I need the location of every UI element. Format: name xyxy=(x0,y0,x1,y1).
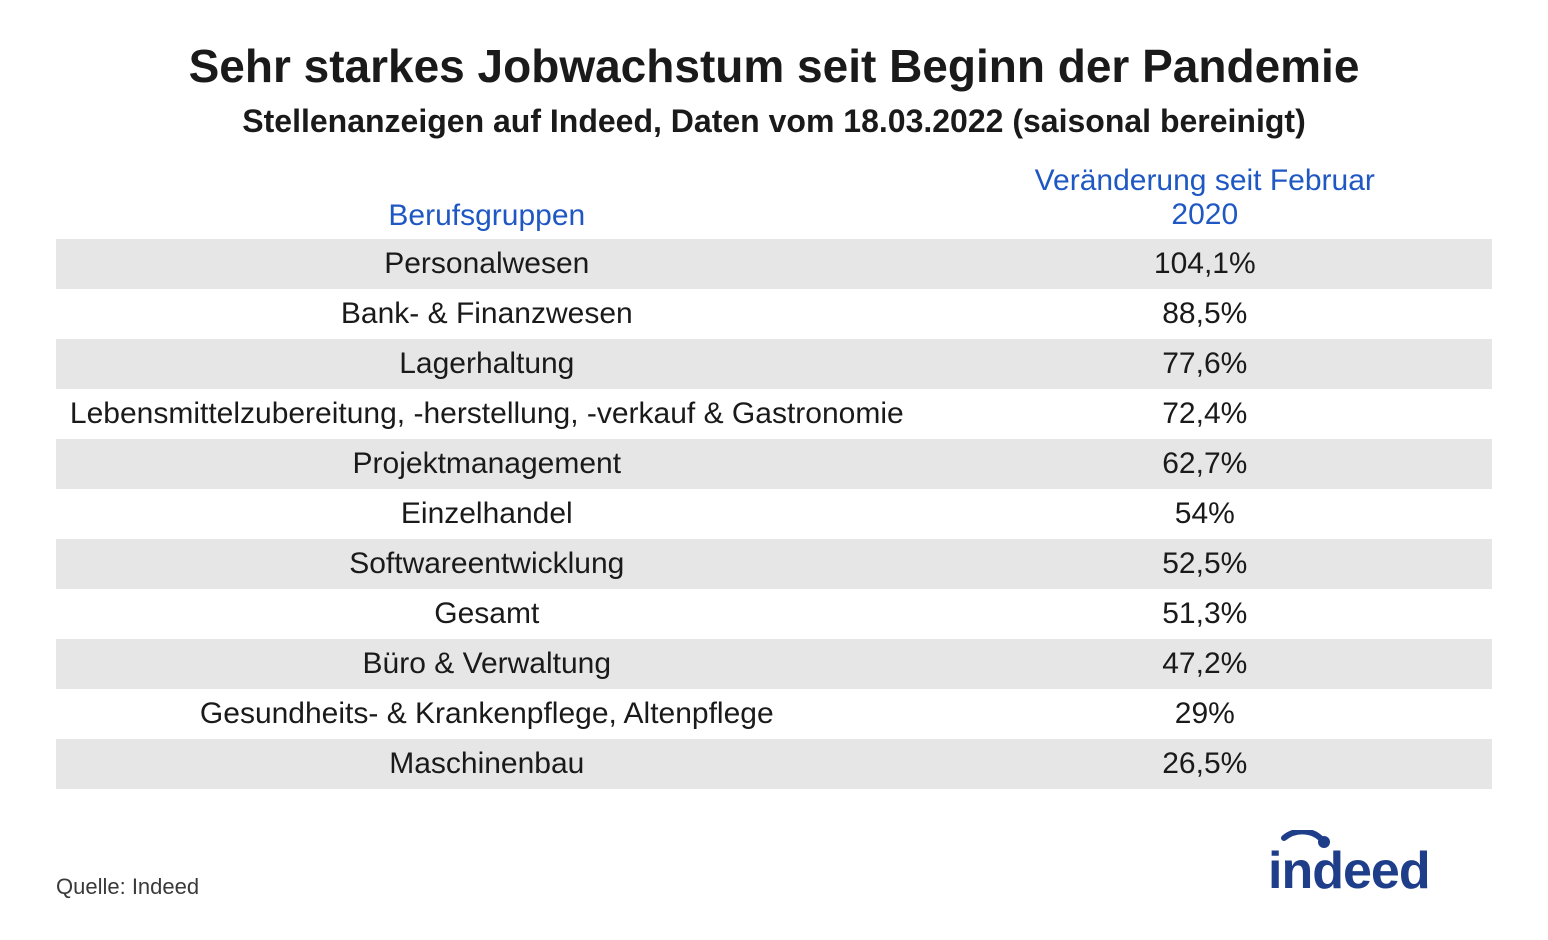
table-cell-category: Projektmanagement xyxy=(56,447,918,481)
table-row: Einzelhandel54% xyxy=(56,489,1492,539)
table-cell-value: 72,4% xyxy=(918,397,1492,431)
svg-text:indeed: indeed xyxy=(1268,842,1430,900)
table-row: Lebensmittelzubereitung, -herstellung, -… xyxy=(56,389,1492,439)
footer: Quelle: Indeed indeed xyxy=(56,794,1492,908)
table-cell-category: Lebensmittelzubereitung, -herstellung, -… xyxy=(56,397,918,431)
table-row: Softwareentwicklung52,5% xyxy=(56,539,1492,589)
table-row: Lagerhaltung77,6% xyxy=(56,339,1492,389)
page-title: Sehr starkes Jobwachstum seit Beginn der… xyxy=(56,40,1492,93)
table-row: Bank- & Finanzwesen88,5% xyxy=(56,289,1492,339)
table-cell-category: Gesundheits- & Krankenpflege, Altenpfleg… xyxy=(56,697,918,731)
table-row: Büro & Verwaltung47,2% xyxy=(56,639,1492,689)
table-cell-value: 47,2% xyxy=(918,647,1492,681)
table-header-category: Berufsgruppen xyxy=(56,199,918,233)
table-cell-category: Softwareentwicklung xyxy=(56,547,918,581)
table-cell-category: Maschinenbau xyxy=(56,747,918,781)
table-cell-value: 52,5% xyxy=(918,547,1492,581)
table-cell-value: 26,5% xyxy=(918,747,1492,781)
table-cell-category: Bank- & Finanzwesen xyxy=(56,297,918,331)
table-cell-value: 88,5% xyxy=(918,297,1492,331)
table-cell-value: 54% xyxy=(918,497,1492,531)
table-cell-value: 29% xyxy=(918,697,1492,731)
source-label: Quelle: Indeed xyxy=(56,874,199,900)
table-row: Gesamt51,3% xyxy=(56,589,1492,639)
table-cell-value: 51,3% xyxy=(918,597,1492,631)
table-cell-category: Personalwesen xyxy=(56,247,918,281)
table-cell-value: 104,1% xyxy=(918,247,1492,281)
page-subtitle: Stellenanzeigen auf Indeed, Daten vom 18… xyxy=(56,103,1492,140)
table-row: Personalwesen104,1% xyxy=(56,239,1492,289)
table-cell-category: Einzelhandel xyxy=(56,497,918,531)
table-row: Gesundheits- & Krankenpflege, Altenpfleg… xyxy=(56,689,1492,739)
table-cell-value: 77,6% xyxy=(918,347,1492,381)
table-cell-category: Lagerhaltung xyxy=(56,347,918,381)
table-row: Projektmanagement62,7% xyxy=(56,439,1492,489)
table-body: Personalwesen104,1%Bank- & Finanzwesen88… xyxy=(56,239,1492,789)
table-row: Maschinenbau26,5% xyxy=(56,739,1492,789)
job-growth-table: Berufsgruppen Veränderung seit Februar 2… xyxy=(56,164,1492,789)
table-cell-category: Gesamt xyxy=(56,597,918,631)
table-cell-value: 62,7% xyxy=(918,447,1492,481)
indeed-logo: indeed xyxy=(1262,830,1492,900)
table-header-row: Berufsgruppen Veränderung seit Februar 2… xyxy=(56,164,1492,239)
table-header-value: Veränderung seit Februar 2020 xyxy=(918,164,1492,233)
table-cell-category: Büro & Verwaltung xyxy=(56,647,918,681)
